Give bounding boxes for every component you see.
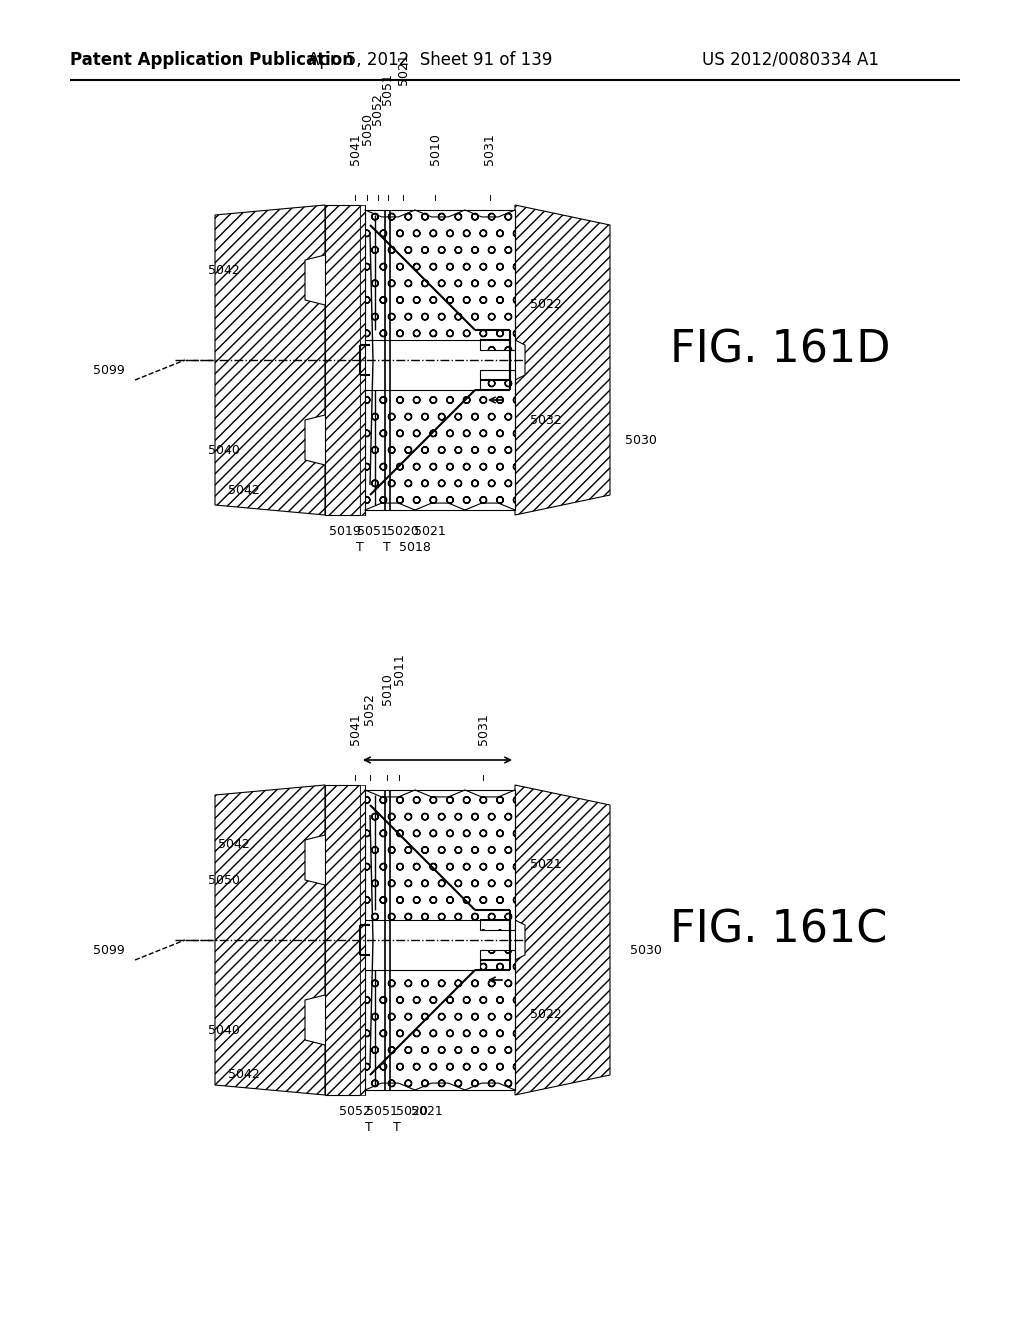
- Polygon shape: [365, 210, 515, 350]
- Text: 5022: 5022: [530, 1008, 562, 1022]
- Text: T: T: [366, 1121, 373, 1134]
- Text: 5021: 5021: [396, 53, 410, 84]
- Text: 5020: 5020: [396, 1105, 428, 1118]
- Bar: [325, 785, 360, 1096]
- Text: 5019: 5019: [329, 525, 360, 539]
- Text: 5051: 5051: [366, 1105, 398, 1118]
- Text: 5052: 5052: [364, 693, 377, 725]
- Text: 5050: 5050: [208, 874, 240, 887]
- Polygon shape: [515, 205, 610, 515]
- Text: 5042: 5042: [228, 1068, 260, 1081]
- Text: FIG. 161C: FIG. 161C: [670, 908, 888, 952]
- Polygon shape: [365, 370, 515, 510]
- Text: 5031: 5031: [483, 133, 497, 165]
- Bar: [325, 205, 360, 515]
- Text: 5030: 5030: [630, 944, 662, 957]
- Text: 5041: 5041: [348, 713, 361, 744]
- Polygon shape: [365, 950, 515, 1090]
- Text: 5050: 5050: [360, 114, 374, 145]
- Text: T: T: [393, 1121, 400, 1134]
- Text: 5099: 5099: [93, 944, 125, 957]
- Text: 5051: 5051: [357, 525, 389, 539]
- Text: Patent Application Publication: Patent Application Publication: [70, 51, 354, 69]
- Text: T: T: [383, 541, 391, 554]
- Text: 5052: 5052: [372, 94, 384, 125]
- Text: 5030: 5030: [625, 433, 656, 446]
- Text: US 2012/0080334 A1: US 2012/0080334 A1: [701, 51, 879, 69]
- Text: 5032: 5032: [530, 413, 562, 426]
- Text: 5010: 5010: [428, 133, 441, 165]
- Text: 5040: 5040: [208, 444, 240, 457]
- Text: 5021: 5021: [530, 858, 562, 871]
- Text: 5042: 5042: [228, 483, 260, 496]
- Polygon shape: [515, 785, 610, 1096]
- Text: 5052: 5052: [339, 1105, 371, 1118]
- Bar: [360, 785, 365, 1096]
- Text: 5021: 5021: [414, 525, 445, 539]
- Text: 5020: 5020: [387, 525, 419, 539]
- Text: 5051: 5051: [382, 73, 394, 106]
- Bar: [360, 205, 365, 515]
- Text: T: T: [356, 541, 364, 554]
- Text: 5011: 5011: [392, 653, 406, 685]
- Text: 5041: 5041: [348, 133, 361, 165]
- Text: 5022: 5022: [530, 298, 562, 312]
- Text: Apr. 5, 2012  Sheet 91 of 139: Apr. 5, 2012 Sheet 91 of 139: [308, 51, 552, 69]
- Text: 5010: 5010: [381, 673, 393, 705]
- Text: 5040: 5040: [208, 1023, 240, 1036]
- Text: 5018: 5018: [399, 541, 431, 554]
- Polygon shape: [215, 785, 325, 1096]
- Text: FIG. 161D: FIG. 161D: [670, 329, 891, 371]
- Polygon shape: [365, 789, 515, 931]
- Text: 5042: 5042: [218, 838, 250, 851]
- Text: 5042: 5042: [208, 264, 240, 276]
- Polygon shape: [215, 205, 325, 515]
- Text: 5021: 5021: [411, 1105, 442, 1118]
- Text: 5031: 5031: [476, 713, 489, 744]
- Text: 5099: 5099: [93, 363, 125, 376]
